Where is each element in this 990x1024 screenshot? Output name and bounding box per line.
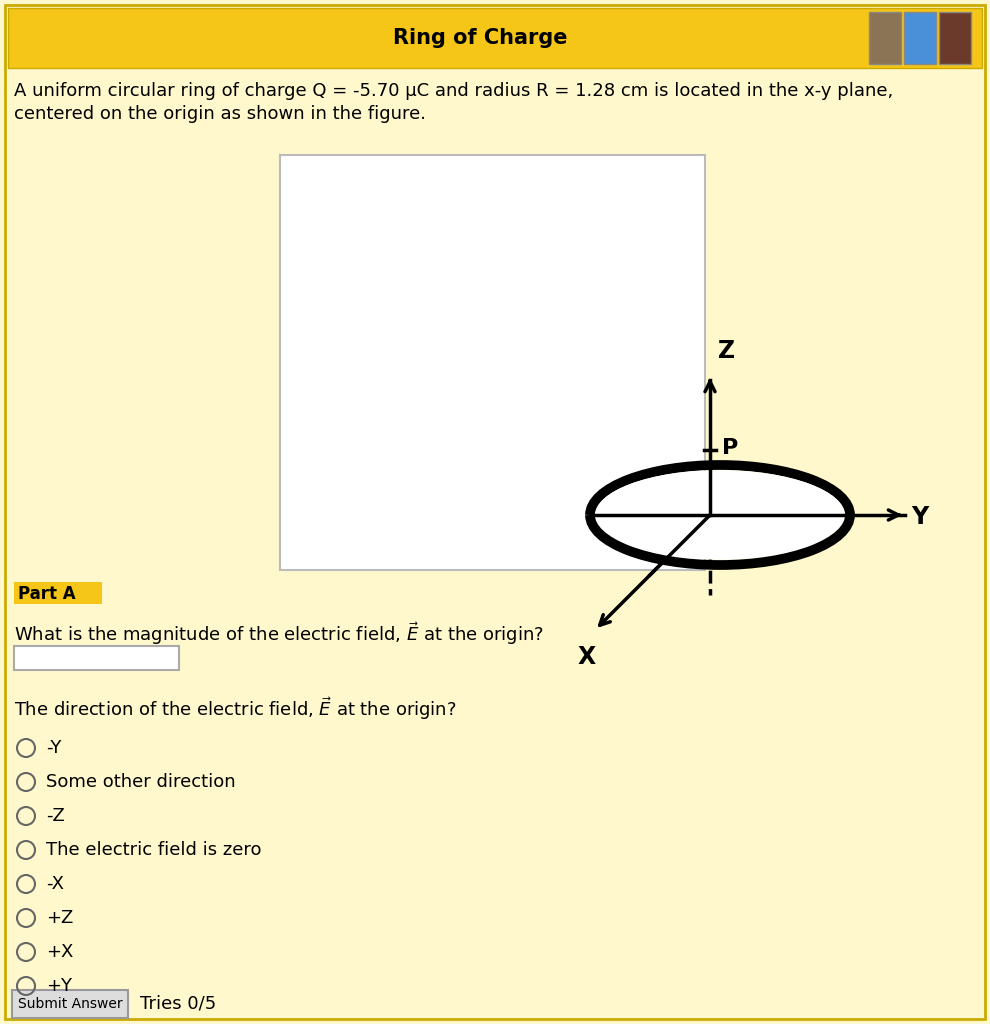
FancyBboxPatch shape <box>869 12 901 63</box>
Text: Some other direction: Some other direction <box>46 773 236 791</box>
FancyBboxPatch shape <box>5 5 985 1019</box>
FancyBboxPatch shape <box>280 155 705 570</box>
Text: Z: Z <box>718 339 736 362</box>
Text: Submit Answer: Submit Answer <box>18 997 123 1011</box>
FancyBboxPatch shape <box>14 646 179 670</box>
Text: -Z: -Z <box>46 807 64 825</box>
Text: Part A: Part A <box>18 585 75 603</box>
Text: Tries 0/5: Tries 0/5 <box>140 995 216 1013</box>
Text: The electric field is zero: The electric field is zero <box>46 841 261 859</box>
Text: X: X <box>578 645 596 669</box>
Ellipse shape <box>595 470 844 560</box>
FancyBboxPatch shape <box>8 8 982 68</box>
Text: Ring of Charge: Ring of Charge <box>393 28 567 48</box>
Text: Y: Y <box>911 505 929 529</box>
Text: +Z: +Z <box>46 909 73 927</box>
Text: +X: +X <box>46 943 73 961</box>
FancyBboxPatch shape <box>939 12 971 63</box>
Text: P: P <box>722 438 739 458</box>
Text: What is the magnitude of the electric field, $\vec{E}$ at the origin?: What is the magnitude of the electric fi… <box>14 620 544 647</box>
FancyBboxPatch shape <box>14 582 102 604</box>
Text: centered on the origin as shown in the figure.: centered on the origin as shown in the f… <box>14 105 426 123</box>
Text: The direction of the electric field, $\vec{E}$ at the origin?: The direction of the electric field, $\v… <box>14 695 456 722</box>
Text: -Y: -Y <box>46 739 61 757</box>
FancyBboxPatch shape <box>904 12 936 63</box>
Text: -X: -X <box>46 874 64 893</box>
FancyBboxPatch shape <box>12 990 128 1018</box>
Text: +Y: +Y <box>46 977 72 995</box>
Text: A uniform circular ring of charge Q = -5.70 μC and radius R = 1.28 cm is located: A uniform circular ring of charge Q = -5… <box>14 82 893 100</box>
